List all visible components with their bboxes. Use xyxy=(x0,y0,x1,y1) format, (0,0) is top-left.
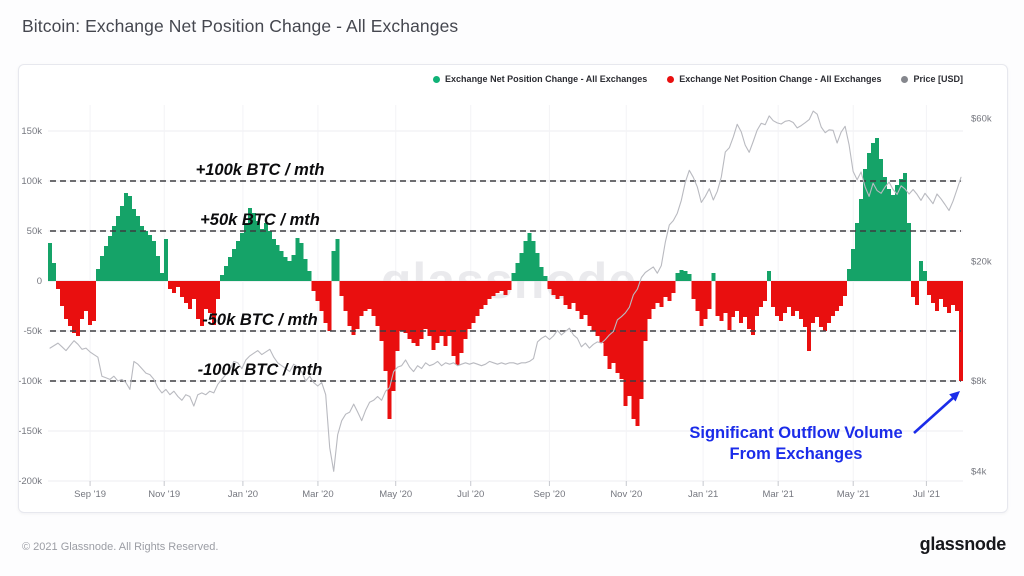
legend-item-net-position-negative[interactable]: Exchange Net Position Change - All Excha… xyxy=(667,74,881,84)
svg-text:Sep '20: Sep '20 xyxy=(533,489,565,500)
svg-text:Sep '19: Sep '19 xyxy=(74,489,106,500)
legend-label: Exchange Net Position Change - All Excha… xyxy=(445,74,648,84)
svg-text:Nov '20: Nov '20 xyxy=(610,489,642,500)
svg-text:From Exchanges: From Exchanges xyxy=(730,445,863,463)
svg-text:$4k: $4k xyxy=(971,466,987,477)
chart-card: Exchange Net Position Change - All Excha… xyxy=(18,64,1008,513)
legend-dot-red-icon xyxy=(667,75,675,83)
legend-item-price-usd[interactable]: Price [USD] xyxy=(901,74,963,84)
svg-text:-200k: -200k xyxy=(19,476,42,487)
glassnode-logo[interactable]: glassnode xyxy=(919,534,1007,554)
svg-text:100k: 100k xyxy=(21,176,42,187)
svg-text:-100k BTC / mth: -100k BTC / mth xyxy=(198,361,323,379)
legend-item-net-position-positive[interactable]: Exchange Net Position Change - All Excha… xyxy=(433,74,647,84)
svg-text:Jan '20: Jan '20 xyxy=(228,489,258,500)
svg-text:Nov '19: Nov '19 xyxy=(148,489,180,500)
svg-text:-150k: -150k xyxy=(19,426,42,437)
svg-text:May '20: May '20 xyxy=(379,489,412,500)
svg-text:Jul '21: Jul '21 xyxy=(913,489,940,500)
svg-text:$60k: $60k xyxy=(971,113,992,124)
footer-copyright: © 2021 Glassnode. All Rights Reserved. xyxy=(22,541,219,553)
svg-text:Mar '20: Mar '20 xyxy=(302,489,333,500)
svg-text:May '21: May '21 xyxy=(837,489,870,500)
svg-text:150k: 150k xyxy=(21,126,42,137)
chart-plot-area[interactable]: 150k 100k 50k 0 -50k -100k -150k -200k Sep '19 No… xyxy=(18,65,1007,512)
svg-text:+50k BTC / mth: +50k BTC / mth xyxy=(200,211,320,229)
legend-dot-gray-icon xyxy=(901,75,909,83)
svg-text:Jan '21: Jan '21 xyxy=(688,489,718,500)
svg-text:50k: 50k xyxy=(27,226,43,237)
page-title: Bitcoin: Exchange Net Position Change - … xyxy=(22,16,459,36)
svg-text:0: 0 xyxy=(37,276,42,287)
legend-label: Price [USD] xyxy=(913,74,963,84)
svg-text:+100k BTC / mth: +100k BTC / mth xyxy=(196,161,325,179)
svg-text:$8k: $8k xyxy=(971,376,987,387)
chart-legend: Exchange Net Position Change - All Excha… xyxy=(433,74,963,84)
svg-text:-50k: -50k xyxy=(24,326,43,337)
svg-text:-100k: -100k xyxy=(19,376,42,387)
svg-text:$20k: $20k xyxy=(971,257,992,268)
legend-label: Exchange Net Position Change - All Excha… xyxy=(679,74,882,84)
svg-text:-50k BTC / mth: -50k BTC / mth xyxy=(202,311,318,329)
svg-text:Jul '20: Jul '20 xyxy=(457,489,484,500)
svg-text:Significant Outflow Volume: Significant Outflow Volume xyxy=(689,424,902,442)
legend-dot-green-icon xyxy=(433,75,441,83)
svg-text:Mar '21: Mar '21 xyxy=(762,489,793,500)
